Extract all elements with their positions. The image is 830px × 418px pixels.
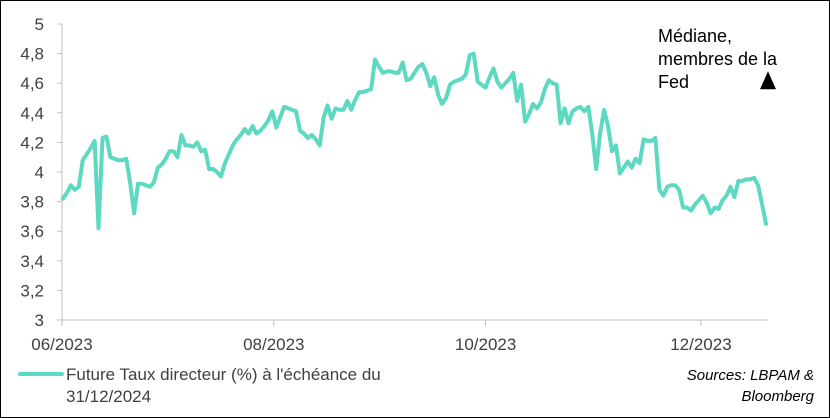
source-line-2: Bloomberg xyxy=(741,388,814,405)
legend-label-line-2: 31/12/2024 xyxy=(66,387,151,406)
source-line-1: Sources: LBPAM & xyxy=(687,367,814,384)
y-tick-label: 3 xyxy=(35,311,44,330)
y-tick-label: 3,8 xyxy=(20,193,44,212)
y-axis-ticks: 5 4,8 4,6 4,4 4,2 4 3,8 3,6 3,4 3,2 3 xyxy=(20,15,62,330)
y-tick-label: 3,4 xyxy=(20,252,44,271)
y-tick-label: 4,4 xyxy=(20,104,44,123)
y-tick-label: 5 xyxy=(35,15,44,34)
y-tick-label: 4,8 xyxy=(20,45,44,64)
y-tick-label: 3,6 xyxy=(20,222,44,241)
x-tick-label: 12/2023 xyxy=(670,335,731,354)
series-line-0 xyxy=(61,51,768,231)
annotation-line-1: Médiane, xyxy=(658,26,732,46)
y-tick-label: 4 xyxy=(35,163,44,182)
median-marker-triangle xyxy=(760,71,776,90)
legend: Future Taux directeur (%) à l'échéance d… xyxy=(18,365,381,406)
annotation-line-2: membres de la xyxy=(658,49,778,69)
y-tick-label: 4,2 xyxy=(20,133,44,152)
annotation-line-3: Fed xyxy=(658,72,689,92)
y-tick-label: 4,6 xyxy=(20,74,44,93)
source-note: Sources: LBPAM & Bloomberg xyxy=(687,367,815,405)
x-axis: 06/2023 08/2023 10/2023 12/2023 xyxy=(31,319,768,354)
x-tick-label: 08/2023 xyxy=(243,335,304,354)
x-tick-label: 06/2023 xyxy=(31,335,92,354)
annotation-group: Médiane, membres de la Fed xyxy=(658,26,778,92)
y-tick-label: 3,2 xyxy=(20,281,44,300)
legend-label-line-1: Future Taux directeur (%) à l'échéance d… xyxy=(66,365,381,384)
x-tick-label: 10/2023 xyxy=(455,335,516,354)
series-group xyxy=(61,51,768,231)
